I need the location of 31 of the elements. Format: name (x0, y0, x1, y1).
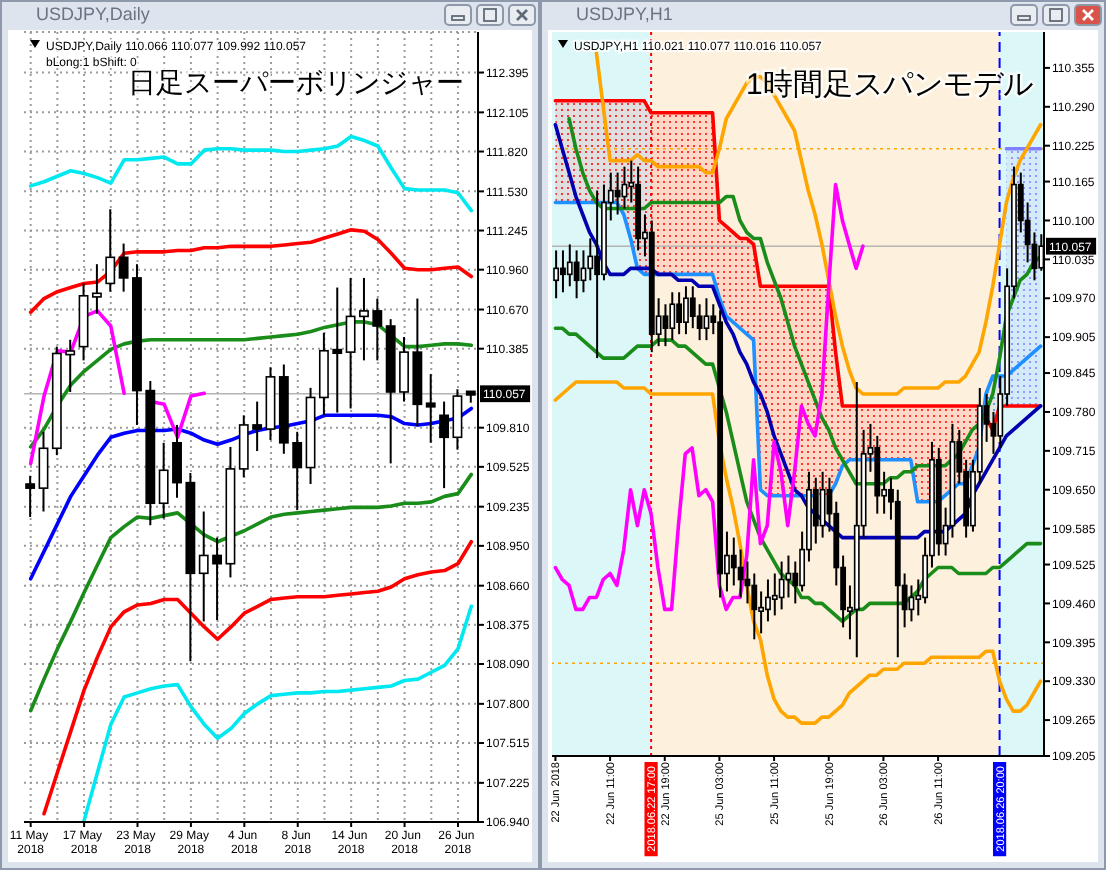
line-series (28, 472, 474, 713)
candlestick (573, 249, 580, 300)
candlestick (662, 303, 669, 348)
candlestick (812, 476, 819, 545)
candlestick (560, 249, 566, 294)
candlestick (819, 470, 826, 539)
candlestick (566, 243, 573, 288)
line-series (553, 326, 1043, 624)
line-series (553, 380, 1043, 725)
text: 日足スーパーボリンジャー (128, 66, 464, 98)
line-series (28, 134, 474, 213)
line-series (567, 116, 1043, 486)
candlestick (38, 430, 49, 513)
candlestick (703, 297, 710, 342)
candlestick (91, 263, 102, 315)
candlestick (594, 189, 601, 360)
line-series (82, 604, 474, 822)
candlestick (669, 291, 676, 342)
candlestick (778, 560, 785, 611)
candlestick (683, 285, 689, 336)
candlestick (425, 373, 436, 444)
candlestick (676, 291, 683, 336)
line-series (28, 228, 474, 315)
candlestick (614, 171, 621, 216)
candlestick (105, 208, 116, 293)
chart-subtitle: USDJPY,Daily (36, 4, 150, 26)
line-series (553, 182, 865, 612)
line-series (42, 539, 474, 816)
candlestick (25, 474, 36, 518)
chart-subtitle: USDJPY,H1 (576, 4, 673, 26)
candlestick (553, 249, 560, 300)
